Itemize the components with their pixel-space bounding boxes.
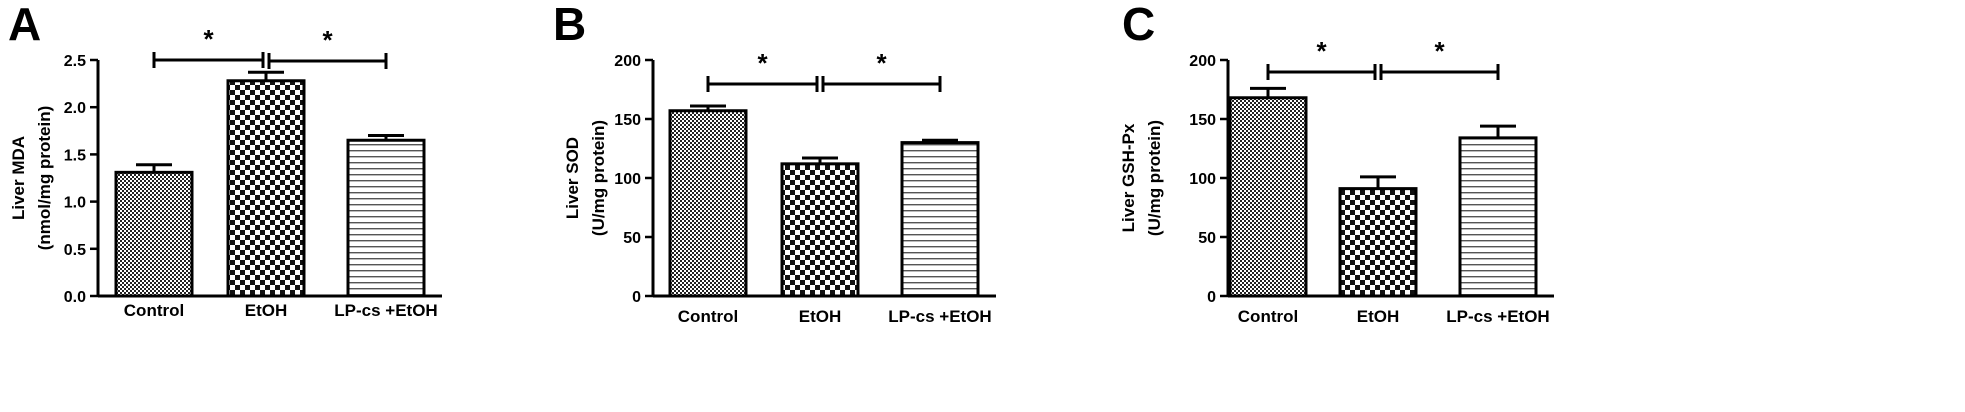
- significance-star: *: [757, 48, 768, 78]
- panel-label: A: [8, 0, 41, 50]
- x-tick-label: LP-cs +EtOH: [888, 307, 991, 326]
- y-tick-label: 100: [1189, 171, 1216, 188]
- y-axis-label: Liver GSH-Px: [1119, 123, 1138, 232]
- x-tick-label: EtOH: [799, 307, 842, 326]
- y-tick-label: 150: [1189, 112, 1216, 129]
- y-tick-label: 0.0: [64, 289, 86, 306]
- y-tick-label: 0: [1207, 289, 1216, 306]
- x-tick-label: EtOH: [245, 301, 288, 320]
- x-tick-label: LP-cs +EtOH: [334, 301, 437, 320]
- significance-star: *: [203, 24, 214, 54]
- panel-label: C: [1122, 0, 1155, 50]
- y-axis-label-units: (U/mg protein): [1145, 120, 1164, 236]
- x-tick-label: LP-cs +EtOH: [1446, 307, 1549, 326]
- bar: [226, 79, 306, 298]
- panel-label: B: [553, 0, 586, 50]
- chart-panel-b: B Liver SOD (U/mg protein) 0 50 100 150 200 Cont…: [553, 0, 996, 326]
- bar: [114, 170, 194, 298]
- y-tick-label: 200: [1189, 53, 1216, 70]
- significance-star: *: [876, 48, 887, 78]
- x-tick-label: Control: [678, 307, 738, 326]
- y-tick-label: 50: [623, 230, 641, 247]
- y-tick-label: 0.5: [64, 242, 86, 259]
- significance-star: *: [1316, 36, 1327, 66]
- y-axis-label: Liver SOD: [563, 137, 582, 219]
- chart-panel-a: A Liver MDA (nmol/mg protein) 0.0 0.5 1.0 1.5 2…: [8, 0, 442, 320]
- x-tick-label: Control: [1238, 307, 1298, 326]
- bar: [900, 141, 980, 298]
- y-tick-label: 2.0: [64, 100, 86, 117]
- bar: [346, 138, 426, 298]
- y-axis-label-units: (nmol/mg protein): [35, 106, 54, 250]
- bar: [1458, 136, 1538, 298]
- significance-star: *: [322, 25, 333, 55]
- y-axis-label: Liver MDA: [9, 136, 28, 220]
- y-tick-label: 50: [1198, 230, 1216, 247]
- y-tick-label: 150: [614, 112, 641, 129]
- y-tick-label: 100: [614, 171, 641, 188]
- bar: [668, 109, 748, 298]
- y-tick-label: 1.5: [64, 147, 86, 164]
- y-tick-label: 1.0: [64, 195, 86, 212]
- chart-panel-c: C Liver GSH-Px (U/mg protein) 0 50 100 150 200 C…: [1119, 0, 1554, 326]
- bar: [780, 162, 860, 298]
- bar: [1338, 187, 1418, 298]
- y-tick-label: 0: [632, 289, 641, 306]
- y-tick-label: 200: [614, 53, 641, 70]
- x-tick-label: Control: [124, 301, 184, 320]
- bar: [1228, 96, 1308, 298]
- significance-star: *: [1434, 36, 1445, 66]
- y-axis-label-units: (U/mg protein): [589, 120, 608, 236]
- y-tick-label: 2.5: [64, 53, 86, 70]
- x-tick-label: EtOH: [1357, 307, 1400, 326]
